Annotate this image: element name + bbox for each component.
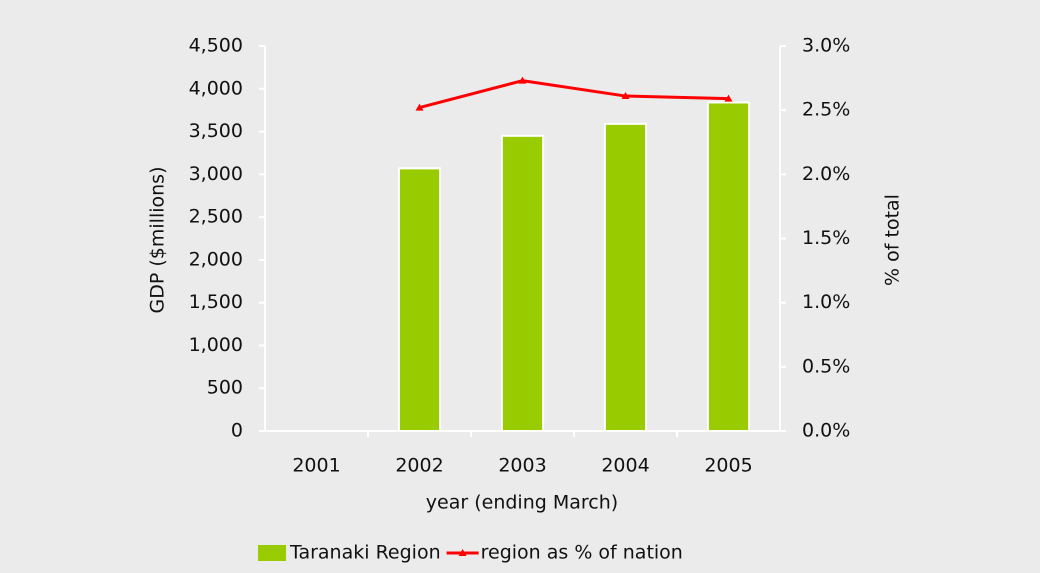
y-tick-label: 1,000 (189, 334, 243, 356)
x-tick-label: 2005 (704, 455, 752, 477)
line (419, 79, 729, 110)
y-tick-label: 3,000 (189, 163, 243, 185)
line-marker (415, 103, 424, 111)
legend-marker (458, 549, 467, 556)
y-tick-label: 4,500 (189, 35, 243, 57)
y-tick-label: 4,000 (189, 77, 243, 99)
legend-label: Taranaki Region (289, 542, 441, 564)
bar (706, 101, 751, 432)
bar (500, 134, 545, 432)
y2-tick-label: 3.0% (802, 35, 850, 57)
y2-tick-label: 1.0% (802, 291, 850, 313)
line-marker (724, 94, 733, 102)
y2-tick-label: 0.0% (802, 420, 850, 442)
y-tick-label: 3,500 (189, 120, 243, 142)
y2-tick-label: 0.5% (802, 355, 850, 377)
y-tick-label: 500 (207, 377, 243, 399)
x-tick-label: 2002 (395, 455, 443, 477)
line-marker (621, 92, 630, 100)
legend-label: region as % of nation (481, 542, 683, 564)
line-marker (518, 76, 527, 84)
x-tick-label: 2001 (292, 455, 340, 477)
legend-swatch (258, 545, 286, 561)
y-tick-label: 1,500 (189, 291, 243, 313)
bar (603, 122, 648, 432)
y2-axis-label: % of total (882, 194, 904, 286)
y-tick-label: 2,000 (189, 248, 243, 270)
x-tick-label: 2004 (601, 455, 649, 477)
y-tick-label: 0 (231, 420, 243, 442)
x-axis-label: year (ending March) (426, 492, 618, 514)
y2-tick-label: 1.5% (802, 227, 850, 249)
y2-tick-label: 2.0% (802, 163, 850, 185)
y2-tick-label: 2.5% (802, 99, 850, 121)
bar (397, 167, 442, 432)
y-axis-label: GDP ($millions) (147, 167, 169, 314)
x-tick-label: 2003 (498, 455, 546, 477)
y-tick-label: 2,500 (189, 206, 243, 228)
